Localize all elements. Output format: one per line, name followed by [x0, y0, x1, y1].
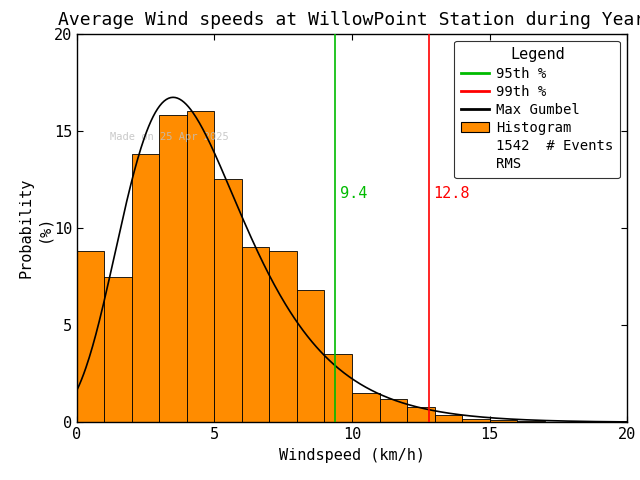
- Bar: [490, 420, 517, 422]
- Bar: [159, 115, 187, 422]
- Bar: [187, 111, 214, 422]
- Bar: [77, 252, 104, 422]
- Legend: 95th %, 99th %, Max Gumbel, Histogram, 1542  # Events, RMS: 95th %, 99th %, Max Gumbel, Histogram, 1…: [454, 40, 620, 179]
- Bar: [352, 393, 380, 422]
- Bar: [242, 248, 269, 422]
- Text: 9.4: 9.4: [340, 185, 367, 201]
- Bar: [600, 421, 627, 422]
- Bar: [462, 419, 490, 422]
- Bar: [407, 407, 435, 422]
- Bar: [517, 421, 545, 422]
- Bar: [104, 276, 132, 422]
- Bar: [214, 180, 242, 422]
- X-axis label: Windspeed (km/h): Windspeed (km/h): [279, 448, 425, 463]
- Y-axis label: Probability
(%): Probability (%): [19, 178, 51, 278]
- Title: Average Wind speeds at WillowPoint Station during Year: Average Wind speeds at WillowPoint Stati…: [58, 11, 640, 29]
- Bar: [132, 154, 159, 422]
- Text: 12.8: 12.8: [433, 185, 470, 201]
- Text: Made on 25 Apr 2025: Made on 25 Apr 2025: [110, 132, 228, 142]
- Bar: [435, 415, 462, 422]
- Bar: [269, 252, 297, 422]
- Bar: [380, 399, 407, 422]
- Bar: [324, 354, 352, 422]
- Bar: [297, 290, 324, 422]
